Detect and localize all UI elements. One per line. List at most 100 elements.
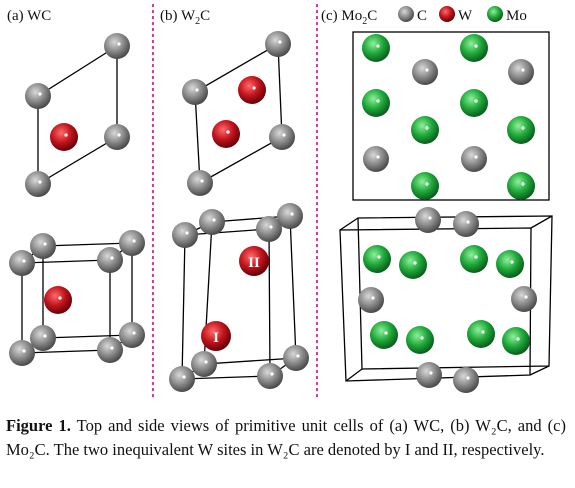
panel-b-top-view <box>194 42 283 185</box>
carbon-atom <box>191 351 217 377</box>
carbon-atom <box>9 340 35 366</box>
atom-highlight <box>212 218 216 222</box>
atom-highlight <box>195 88 199 92</box>
atom-highlight <box>376 155 380 159</box>
legend-carbon-icon <box>398 6 414 22</box>
carbon-atom <box>25 83 51 109</box>
atom-highlight <box>413 261 417 265</box>
atom-highlight <box>474 155 478 159</box>
panel-a-top-atoms <box>25 33 130 197</box>
atom-highlight <box>516 337 520 341</box>
atom-highlight <box>481 330 485 334</box>
atom-highlight <box>185 231 189 235</box>
atom-highlight <box>22 259 26 263</box>
molybdenum-atom <box>460 245 488 273</box>
molybdenum-atom <box>406 326 434 354</box>
atom-highlight <box>58 296 62 300</box>
tungsten-atom <box>50 123 78 151</box>
atom-highlight <box>22 349 26 353</box>
carbon-atom <box>119 322 145 348</box>
legend-tungsten-icon <box>439 6 455 22</box>
panel-c-side-atoms <box>358 207 537 393</box>
atom-highlight <box>296 354 300 358</box>
atom-highlight <box>474 255 478 259</box>
legend: C W Mo <box>398 6 527 24</box>
svg-text:C: C <box>417 8 427 24</box>
tungsten-atom <box>212 120 240 148</box>
tungsten-atom <box>44 286 72 314</box>
tungsten-atom-site-1 <box>201 321 231 351</box>
carbon-atom <box>508 59 534 85</box>
molybdenum-atom <box>370 321 398 349</box>
panel-c-top-view <box>352 31 550 201</box>
panel-b-side-atoms: II I <box>169 203 309 392</box>
carbon-atom <box>172 222 198 248</box>
molybdenum-atom <box>496 250 524 278</box>
molybdenum-atom <box>411 116 439 144</box>
carbon-atom <box>257 363 283 389</box>
carbon-atom <box>453 211 479 237</box>
legend-molybdenum-icon <box>487 6 503 22</box>
atom-highlight <box>132 331 136 335</box>
molybdenum-atom <box>507 116 535 144</box>
atom-highlight <box>252 86 256 90</box>
site-label-1: I <box>213 330 219 346</box>
carbon-atom <box>187 170 213 196</box>
molybdenum-atom <box>399 251 427 279</box>
atom-highlight <box>64 133 68 137</box>
atom-highlight <box>425 126 429 130</box>
panel-a-side-atoms <box>9 230 145 366</box>
atom-highlight <box>371 296 375 300</box>
carbon-atom <box>416 362 442 388</box>
carbon-atom <box>461 146 487 172</box>
carbon-atom <box>25 171 51 197</box>
panel-b-top-atoms <box>182 31 295 196</box>
carbon-atom <box>30 233 56 259</box>
atom-highlight <box>428 216 432 220</box>
molybdenum-atom <box>363 245 391 273</box>
carbon-atom <box>104 124 130 150</box>
atom-highlight <box>204 360 208 364</box>
molybdenum-atom <box>362 89 390 117</box>
atom-highlight <box>132 239 136 243</box>
carbon-atom <box>256 216 282 242</box>
carbon-atom <box>358 287 384 313</box>
carbon-atom <box>97 337 123 363</box>
svg-text:W: W <box>458 8 473 24</box>
atom-highlight <box>43 242 47 246</box>
atom-highlight <box>282 133 286 137</box>
molybdenum-atom <box>467 320 495 348</box>
carbon-atom <box>363 146 389 172</box>
atom-highlight <box>429 371 433 375</box>
atom-highlight <box>466 220 470 224</box>
atom-highlight <box>110 256 114 260</box>
panel-c-label: (c) Mo2C <box>321 8 377 27</box>
tungsten-atom <box>238 76 266 104</box>
figure-caption: Figure 1. Top and side views of primitiv… <box>6 414 566 462</box>
atom-highlight <box>376 44 380 48</box>
atom-highlight <box>110 346 114 350</box>
carbon-atom <box>283 345 309 371</box>
atom-highlight <box>425 68 429 72</box>
atom-highlight <box>377 255 381 259</box>
atom-highlights <box>22 40 528 380</box>
carbon-atom <box>104 33 130 59</box>
atom-highlight <box>425 182 429 186</box>
atom-highlight <box>420 336 424 340</box>
atom-highlight <box>200 179 204 183</box>
molybdenum-atom <box>460 89 488 117</box>
carbon-atom <box>97 247 123 273</box>
carbon-atom <box>119 230 145 256</box>
atom-highlight <box>524 295 528 299</box>
atom-highlight <box>474 99 478 103</box>
atom-highlight <box>466 376 470 380</box>
carbon-atom <box>9 250 35 276</box>
caption-label: Figure 1. <box>6 416 71 435</box>
carbon-atom <box>199 209 225 235</box>
atom-highlight <box>117 133 121 137</box>
carbon-atom <box>30 325 56 351</box>
atom-highlight <box>278 40 282 44</box>
carbon-atom <box>269 124 295 150</box>
molybdenum-atom <box>411 172 439 200</box>
atom-highlight <box>270 372 274 376</box>
